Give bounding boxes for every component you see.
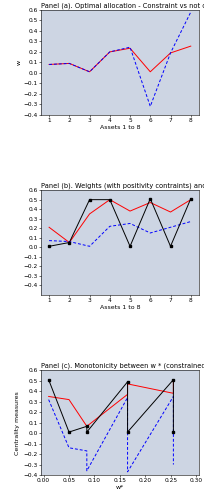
Text: Panel (b). Weights (with positivity contraints) and centrality measures: Panel (b). Weights (with positivity cont… (41, 182, 204, 189)
Y-axis label: Centrality measures: Centrality measures (16, 391, 20, 454)
X-axis label: w*: w* (115, 485, 123, 490)
X-axis label: Assets 1 to 8: Assets 1 to 8 (99, 304, 140, 310)
Text: Panel (a). Optimal allocation - Constraint vs not constraint: Panel (a). Optimal allocation - Constrai… (41, 2, 204, 8)
Text: Panel (c). Monotonicity between w * (constrained) and centrality measures: Panel (c). Monotonicity between w * (con… (41, 362, 204, 369)
X-axis label: Assets 1 to 8: Assets 1 to 8 (99, 124, 140, 130)
Y-axis label: w: w (17, 60, 22, 65)
